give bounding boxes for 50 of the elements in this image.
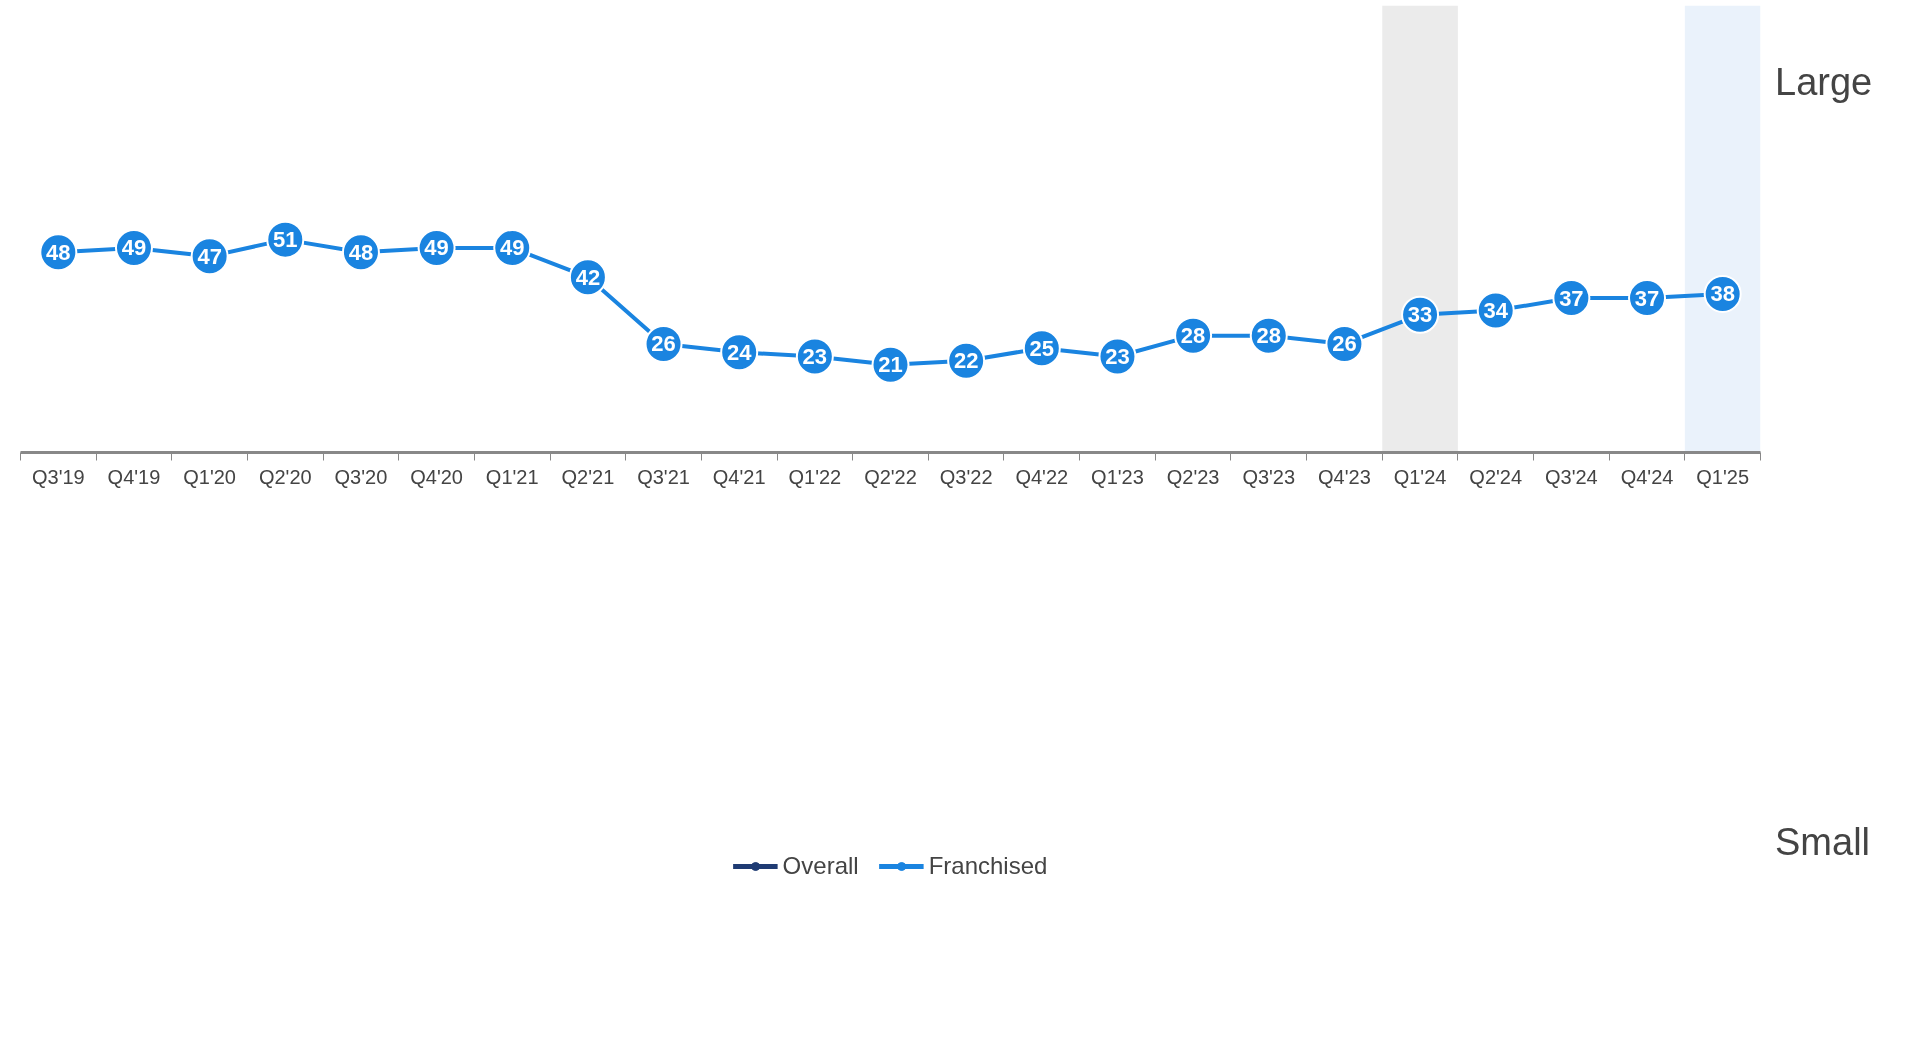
x-tick-label: Q1'21	[485, 465, 539, 488]
x-tick-label: Q3'24	[1545, 465, 1598, 488]
data-label: 34	[1483, 298, 1509, 324]
x-tick-label: Q1'24	[1393, 465, 1447, 488]
data-label: 48	[46, 239, 71, 265]
x-tick-label: Q2'24	[1469, 465, 1523, 488]
data-label: 23	[1105, 344, 1130, 370]
data-label: 26	[1332, 331, 1357, 357]
x-tick-label: Q2'23	[1166, 465, 1220, 488]
x-tick-label: Q4'24	[1620, 465, 1674, 488]
x-tick-label: Q2'21	[561, 465, 615, 488]
x-tick-label: Q4'22	[1015, 465, 1069, 488]
data-label: 51	[273, 227, 298, 253]
data-label: 38	[1710, 281, 1735, 307]
data-label: 28	[1180, 323, 1206, 349]
data-label: 42	[575, 264, 601, 290]
x-tick-label: Q1'22	[788, 465, 842, 488]
x-tick-label: Q3'19	[31, 465, 85, 488]
x-tick-label: Q3'21	[637, 465, 690, 488]
x-tick-label: Q3'23	[1242, 465, 1296, 488]
data-label: 22	[953, 348, 979, 374]
data-label: 24	[726, 339, 753, 365]
x-tick-label: Q1'20	[183, 465, 237, 488]
data-label: 37	[1634, 285, 1660, 311]
text: Large	[1775, 60, 1873, 105]
data-label: 33	[1407, 302, 1433, 328]
legend-label: Overall	[782, 851, 859, 880]
data-label: 48	[348, 239, 374, 265]
x-tick-label: Q2'22	[864, 465, 917, 488]
data-label: 47	[197, 243, 222, 269]
x-tick-label: Q1'23	[1091, 465, 1144, 488]
data-label: 37	[1559, 285, 1584, 311]
data-label: 25	[1029, 335, 1055, 361]
x-tick-label: Q1'25	[1696, 465, 1750, 488]
data-label: 49	[121, 235, 147, 261]
data-label: 21	[878, 352, 903, 378]
x-tick-label: Q3'20	[334, 465, 388, 488]
data-label: 23	[802, 344, 828, 370]
data-label: 49	[500, 235, 525, 261]
x-tick-label: Q4'23	[1318, 465, 1371, 488]
legend-label: Franchised	[928, 851, 1048, 880]
x-tick-label: Q2'20	[258, 465, 312, 488]
data-label: 28	[1256, 323, 1282, 349]
text: Small	[1775, 820, 1871, 865]
x-tick-label: Q4'20	[410, 465, 463, 488]
x-tick-label: Q4'19	[107, 465, 161, 488]
data-label: 49	[424, 235, 449, 261]
data-label: 26	[651, 331, 676, 357]
x-tick-label: Q3'22	[939, 465, 993, 488]
x-tick-label: Q4'21	[712, 465, 766, 488]
